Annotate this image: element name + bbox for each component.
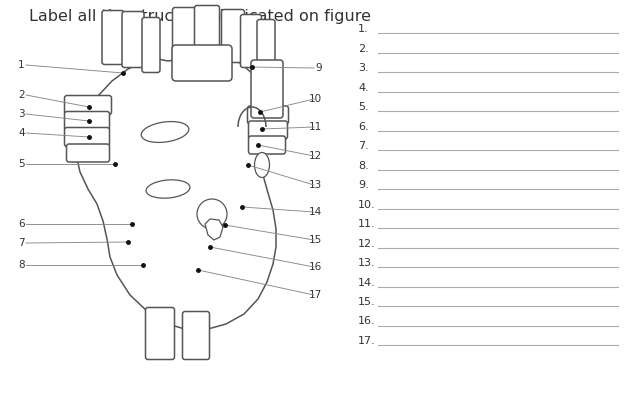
Text: 3.: 3. [358, 63, 369, 73]
Text: 10.: 10. [358, 199, 376, 209]
FancyBboxPatch shape [173, 8, 197, 63]
FancyBboxPatch shape [247, 106, 289, 124]
Text: 4: 4 [18, 128, 24, 138]
Text: 8: 8 [18, 260, 24, 270]
Text: 2.: 2. [358, 43, 369, 53]
Text: 11: 11 [309, 122, 322, 132]
Text: 17.: 17. [358, 336, 376, 346]
FancyBboxPatch shape [249, 136, 285, 154]
Circle shape [197, 199, 227, 229]
FancyBboxPatch shape [251, 60, 283, 118]
Text: 9.: 9. [358, 180, 369, 190]
Text: 5: 5 [18, 159, 24, 169]
FancyBboxPatch shape [240, 15, 262, 68]
Text: 6.: 6. [358, 121, 369, 131]
FancyBboxPatch shape [257, 20, 275, 73]
Text: 1: 1 [18, 60, 24, 70]
Text: 11.: 11. [358, 219, 376, 229]
FancyBboxPatch shape [222, 10, 245, 63]
FancyBboxPatch shape [145, 307, 175, 359]
FancyBboxPatch shape [142, 18, 160, 73]
FancyBboxPatch shape [172, 45, 232, 81]
FancyBboxPatch shape [195, 5, 220, 61]
Text: 15.: 15. [358, 297, 376, 307]
FancyBboxPatch shape [64, 95, 111, 115]
Polygon shape [76, 53, 276, 330]
Ellipse shape [141, 121, 189, 143]
Ellipse shape [146, 180, 190, 198]
Text: Label all the structures indicated on figure: Label all the structures indicated on fi… [29, 9, 371, 24]
FancyBboxPatch shape [102, 10, 124, 65]
Text: 14.: 14. [358, 277, 376, 287]
Text: 9: 9 [316, 63, 322, 73]
Text: 12: 12 [309, 151, 322, 161]
FancyBboxPatch shape [64, 128, 110, 146]
FancyBboxPatch shape [249, 121, 287, 139]
FancyBboxPatch shape [183, 311, 210, 359]
Text: 15: 15 [309, 235, 322, 245]
Ellipse shape [255, 153, 270, 178]
Text: 1.: 1. [358, 24, 369, 34]
Text: 7: 7 [18, 238, 24, 248]
Text: 3: 3 [18, 109, 24, 119]
Text: 13: 13 [309, 180, 322, 190]
Text: 5.: 5. [358, 102, 369, 112]
Text: 10: 10 [309, 94, 322, 104]
Text: 16.: 16. [358, 317, 376, 327]
Text: 8.: 8. [358, 161, 369, 171]
Text: 6: 6 [18, 219, 24, 229]
FancyBboxPatch shape [122, 12, 144, 68]
Text: 13.: 13. [358, 258, 376, 268]
Text: 14: 14 [309, 207, 322, 217]
Text: 12.: 12. [358, 239, 376, 249]
Text: 7.: 7. [358, 141, 369, 151]
Text: 17: 17 [309, 290, 322, 300]
FancyBboxPatch shape [66, 144, 110, 162]
FancyBboxPatch shape [64, 111, 110, 131]
Text: 16: 16 [309, 262, 322, 272]
Text: 4.: 4. [358, 83, 369, 93]
Polygon shape [205, 219, 223, 240]
Text: 2: 2 [18, 90, 24, 100]
